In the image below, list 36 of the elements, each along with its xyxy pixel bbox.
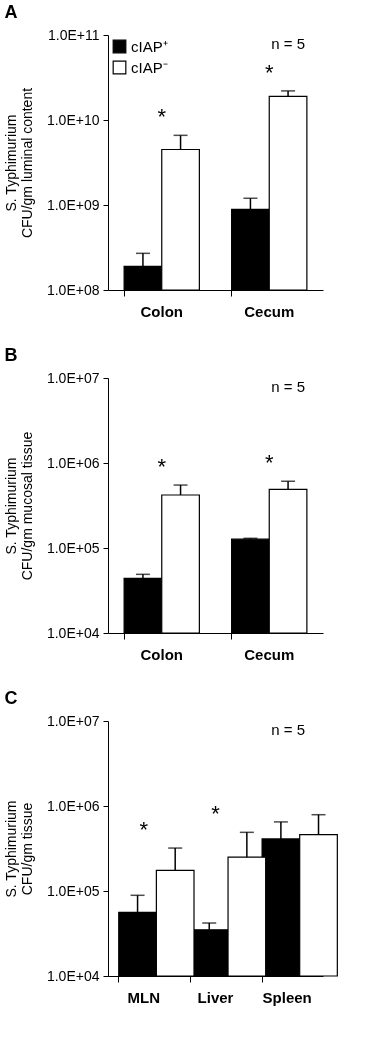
- annotation: n = 5: [271, 378, 305, 395]
- y-tick-label: 1.0E+07: [46, 369, 100, 386]
- y-tick-label: 1.0E+05: [46, 882, 100, 899]
- annotation: *: [264, 450, 274, 476]
- x-tick-label: Cecum: [244, 302, 295, 320]
- y-tick-label: 1.0E+10: [46, 111, 100, 128]
- x-tick-label: MLN: [127, 988, 161, 1006]
- y-tick-label: 1.0E+11: [47, 26, 100, 43]
- annotation: n = 5: [271, 35, 305, 52]
- y-tick-label: 1.0E+04: [46, 967, 100, 984]
- annotation: *: [139, 817, 149, 843]
- annotation: *: [211, 801, 221, 827]
- x-tick-label: Colon: [140, 302, 183, 320]
- legend-label: cIAP⁻: [131, 58, 168, 76]
- y-axis-title: S. Typhimurium CFU/gm mucosal tissue: [2, 431, 35, 581]
- y-tick-label: 1.0E+04: [46, 624, 100, 641]
- legend-label: cIAP⁺: [131, 37, 168, 55]
- y-tick-label: 1.0E+07: [46, 712, 100, 729]
- x-tick-label: Spleen: [262, 988, 312, 1006]
- y-axis-title: S. Typhimurium CFU/gm luminal content: [2, 87, 35, 239]
- y-tick-label: 1.0E+06: [46, 454, 100, 471]
- chart-title: B: [4, 345, 18, 365]
- x-tick-label: Cecum: [244, 645, 295, 663]
- y-tick-label: 1.0E+05: [46, 539, 100, 556]
- annotation: *: [264, 59, 274, 85]
- x-tick-label: Colon: [140, 645, 183, 663]
- y-tick-label: 1.0E+06: [46, 797, 100, 814]
- annotation: n = 5: [271, 721, 305, 738]
- x-tick-label: Liver: [197, 988, 234, 1006]
- y-axis-title: S. Typhimurium CFU/gm tissue: [2, 800, 35, 898]
- annotation: *: [157, 454, 167, 480]
- chart-title: C: [4, 688, 18, 708]
- y-tick-label: 1.0E+09: [46, 196, 100, 213]
- chart-title: A: [4, 2, 18, 22]
- annotation: *: [157, 104, 167, 130]
- y-tick-label: 1.0E+08: [46, 281, 100, 298]
